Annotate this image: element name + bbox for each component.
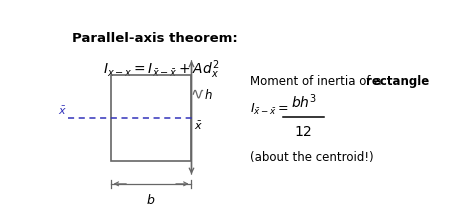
Text: $bh^3$: $bh^3$	[291, 93, 317, 111]
Text: $12$: $12$	[294, 125, 313, 139]
Bar	[110, 75, 191, 162]
Text: $I_{x-x} = I_{\bar{x}-\bar{x}} + Ad_x^2$: $I_{x-x} = I_{\bar{x}-\bar{x}} + Ad_x^2$	[103, 58, 220, 80]
Text: $\bar{x}$: $\bar{x}$	[194, 120, 203, 132]
Text: :: :	[417, 75, 421, 88]
Text: Parallel-axis theorem:: Parallel-axis theorem:	[72, 32, 237, 45]
Text: rectangle: rectangle	[366, 75, 429, 88]
Text: $h$: $h$	[204, 88, 213, 102]
Text: $\bar{x}$: $\bar{x}$	[58, 105, 66, 117]
Text: $b$: $b$	[146, 193, 156, 207]
Text: Moment of inertia of a: Moment of inertia of a	[250, 75, 385, 88]
Text: (about the centroid!): (about the centroid!)	[250, 151, 374, 164]
Text: $I_{\bar{x}-\bar{x}} = $: $I_{\bar{x}-\bar{x}} = $	[250, 102, 289, 117]
